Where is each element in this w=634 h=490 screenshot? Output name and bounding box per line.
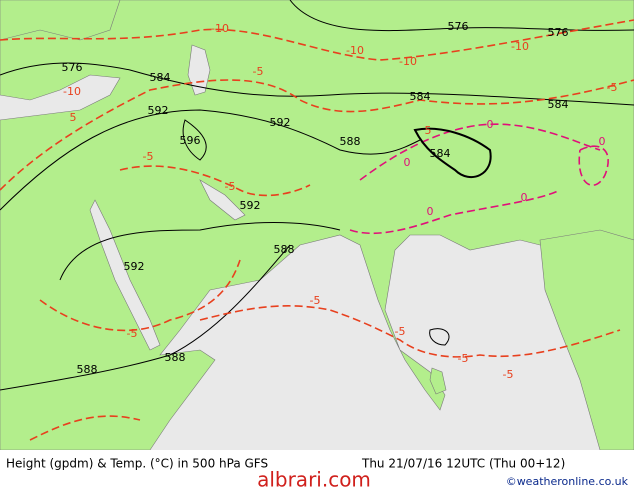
contour-label: -10 [211, 22, 229, 35]
contour-label: -5 [225, 180, 236, 193]
contour-label: -5 [143, 150, 154, 163]
contour-label: 576 [548, 26, 569, 39]
contour-label: 584 [410, 90, 431, 103]
contour-label: -10 [63, 85, 81, 98]
contour-label: 0 [487, 118, 494, 131]
contour-label: 588 [274, 243, 295, 256]
contour-label: 584 [548, 98, 569, 111]
contour-label: 592 [240, 199, 261, 212]
contour-label: -5 [395, 325, 406, 338]
inland-water [89, 44, 246, 351]
contour-labels: 576 576 576 -10 -10 -10 -10 -10 584 584 584 584 -5 -5… [62, 20, 618, 381]
contour-label: 584 [430, 147, 451, 160]
height-contours [0, 0, 634, 391]
contour-label: -5 [458, 352, 469, 365]
contour-label: -5 [253, 65, 264, 78]
contour-label: 5 [425, 124, 432, 137]
contour-label: 588 [165, 351, 186, 364]
contour-label: 592 [148, 104, 169, 117]
zero-contours [349, 123, 609, 235]
contour-label: 0 [521, 191, 528, 204]
contour-label: -10 [511, 40, 529, 53]
footer-time: Thu 21/07/16 12UTC (Thu 00+12) [361, 457, 565, 471]
contour-label: -5 [127, 327, 138, 340]
contour-label: 576 [62, 61, 83, 74]
contour-label: 5 [70, 111, 77, 124]
contour-label: 588 [340, 135, 361, 148]
contour-label: -5 [503, 368, 514, 381]
footer-title: Height (gpdm) & Temp. (°C) in 500 hPa GF… [6, 457, 268, 471]
contour-label: 592 [124, 260, 145, 273]
contour-label: 596 [180, 134, 201, 147]
black-contour [413, 127, 492, 179]
temperature-contours [0, 19, 634, 441]
contour-label: -10 [346, 44, 364, 57]
contour-label: -5 [310, 294, 321, 307]
contour-label: -10 [399, 55, 417, 68]
footer-bg [0, 450, 634, 490]
contour-label: 592 [270, 116, 291, 129]
contour-label: 0 [427, 205, 434, 218]
contour-label: 576 [448, 20, 469, 33]
contour-label: 584 [150, 71, 171, 84]
contour-label: -5 [607, 81, 618, 94]
contour-label: 588 [77, 363, 98, 376]
contour-label: 0 [404, 156, 411, 169]
contour-label: 0 [599, 135, 606, 148]
watermark: albrari.com [257, 468, 371, 490]
footer-credit: ©weatheronline.co.uk [506, 475, 629, 488]
